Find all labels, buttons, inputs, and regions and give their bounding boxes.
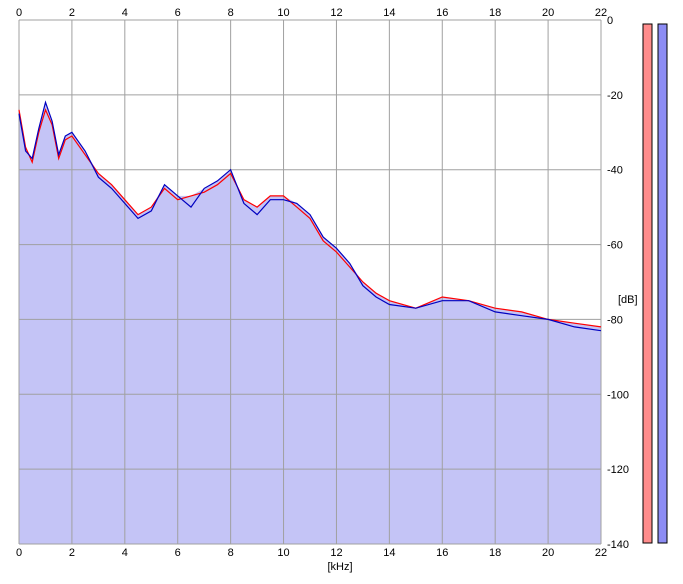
- x-tick-bottom-6: 12: [330, 547, 342, 559]
- x-tick-top-5: 10: [277, 7, 289, 19]
- left-channel-meter: [642, 23, 653, 544]
- x-tick-labels-top: 0 2 4 6 8 10 12 14 16 18 20 22: [16, 7, 607, 19]
- y-tick-0: 0: [607, 15, 613, 27]
- x-tick-bottom-7: 14: [383, 547, 395, 559]
- y-tick-7: -140: [607, 539, 629, 551]
- x-tick-labels-bottom: 0 2 4 6 8 10 12 14 16 18 20 22: [16, 547, 607, 559]
- y-tick-4: -80: [607, 314, 623, 326]
- right-channel-meter: [657, 23, 668, 544]
- x-tick-top-0: 0: [16, 7, 22, 19]
- right-channel-line: [18, 100, 602, 332]
- x-tick-top-3: 6: [175, 7, 181, 19]
- x-tick-bottom-9: 18: [489, 547, 501, 559]
- x-tick-top-4: 8: [228, 7, 234, 19]
- y-tick-labels: 0 -20 -40 -60 -80 -100 -120 -140: [607, 15, 629, 551]
- vertical-gridlines: [18, 20, 602, 544]
- spectrum-area-fill: [19, 102, 601, 545]
- x-tick-bottom-8: 16: [436, 547, 448, 559]
- x-tick-top-6: 12: [330, 7, 342, 19]
- y-tick-5: -100: [607, 389, 629, 401]
- left-channel-line: [18, 108, 602, 328]
- x-tick-top-9: 18: [489, 7, 501, 19]
- y-axis-label: [dB]: [618, 294, 638, 306]
- y-tick-1: -20: [607, 90, 623, 102]
- x-tick-bottom-2: 4: [122, 547, 128, 559]
- x-tick-top-1: 2: [69, 7, 75, 19]
- x-axis-label: [kHz]: [327, 561, 352, 573]
- x-tick-bottom-1: 2: [69, 547, 75, 559]
- horizontal-gridlines: [19, 19, 601, 545]
- x-tick-bottom-5: 10: [277, 547, 289, 559]
- x-tick-bottom-4: 8: [228, 547, 234, 559]
- x-tick-top-8: 16: [436, 7, 448, 19]
- y-tick-3: -60: [607, 240, 623, 252]
- x-tick-bottom-11: 22: [595, 547, 607, 559]
- x-tick-top-7: 14: [383, 7, 395, 19]
- y-tick-6: -120: [607, 464, 629, 476]
- x-tick-bottom-3: 6: [175, 547, 181, 559]
- x-tick-top-10: 20: [542, 7, 554, 19]
- spectrum-lines: [18, 100, 602, 332]
- x-tick-bottom-0: 0: [16, 547, 22, 559]
- y-tick-2: -40: [607, 165, 623, 177]
- x-tick-top-11: 22: [595, 7, 607, 19]
- x-tick-bottom-10: 20: [542, 547, 554, 559]
- x-tick-top-2: 4: [122, 7, 128, 19]
